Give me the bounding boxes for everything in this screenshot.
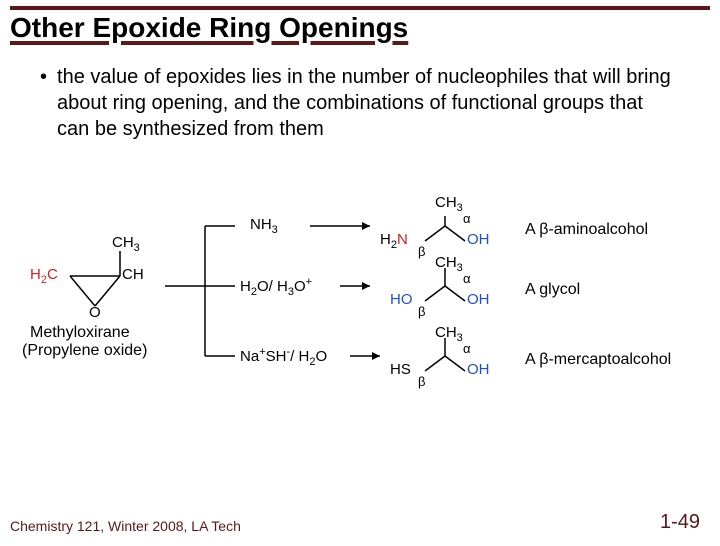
reaction-diagram: CH3 H2C CH O Methyloxirane (Propylene ox… (30, 216, 690, 446)
sm-name2: (Propylene oxide) (22, 342, 147, 360)
sm-ch3: CH3 (112, 234, 140, 254)
p1-oh: OH (467, 231, 490, 248)
sm-h2c: H2C (30, 266, 58, 286)
p3-beta: β (418, 374, 425, 389)
p2-ch3: CH3 (435, 254, 463, 274)
p2-ho: HO (390, 291, 413, 308)
p3-oh: OH (467, 361, 490, 378)
sm-name1: Methyloxirane (30, 324, 130, 342)
reagent-3: Na+SH-/ H2O (240, 346, 327, 368)
p3-alpha: α (463, 341, 471, 356)
p3-desc: A β-mercaptoalcohol (525, 351, 671, 369)
p3-hs: HS (390, 361, 411, 378)
reagent-1: NH3 (250, 216, 278, 236)
p1-h2n: H2N (380, 231, 408, 251)
p2-desc: A glycol (525, 281, 580, 299)
p2-beta: β (418, 304, 425, 319)
p2-oh: OH (467, 291, 490, 308)
sm-o: O (89, 304, 101, 321)
footer-left: Chemistry 121, Winter 2008, LA Tech (10, 518, 241, 534)
page-title: Other Epoxide Ring Openings (10, 12, 710, 44)
p1-beta: β (418, 244, 425, 259)
reagent-2: H2O/ H3O+ (240, 276, 312, 298)
bullet-text: the value of epoxides lies in the number… (57, 64, 680, 142)
sm-ch: CH (122, 266, 144, 283)
top-rule (10, 6, 710, 10)
p2-alpha: α (463, 271, 471, 286)
bullet-block: • the value of epoxides lies in the numb… (40, 64, 680, 142)
bullet-marker: • (40, 64, 47, 142)
footer-right: 1-49 (660, 511, 700, 534)
p1-desc: A β-aminoalcohol (525, 221, 648, 239)
p1-ch3: CH3 (435, 194, 463, 214)
p1-alpha: α (463, 211, 471, 226)
p3-ch3: CH3 (435, 324, 463, 344)
